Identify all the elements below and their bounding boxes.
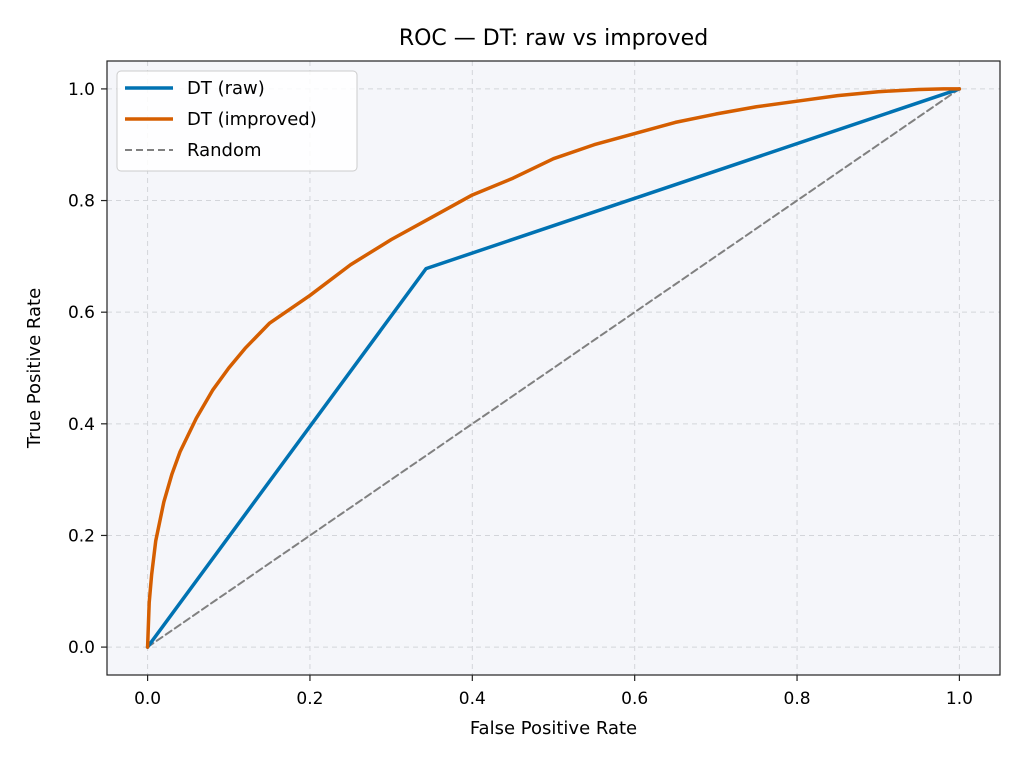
series-lines [145,87,962,649]
y-tick-label-2: 0.4 [68,415,95,435]
plot-frame [106,60,1001,676]
chart-title: ROC — DT: raw vs improved [399,26,708,51]
x-tick-label-0: 0.0 [134,689,161,709]
y-tick-label-1: 0.2 [68,526,95,546]
axis-ticks: 0.0 0.2 0.4 0.6 0.8 1.0 0.0 0.2 0.4 0.6 0.8 1.0 [68,80,973,709]
legend-label-0: DT (raw) [187,78,265,99]
x-tick-label-1: 0.2 [296,689,323,709]
y-tick-label-0: 0.0 [68,638,95,658]
y-tick-label-4: 0.8 [68,192,95,212]
x-axis-label: False Positive Rate [470,718,637,739]
series-line-1 [145,87,962,649]
x-tick-label-3: 0.6 [621,689,648,709]
x-tick-label-5: 1.0 [946,689,973,709]
series-line-0 [145,87,962,649]
legend-box [116,70,358,172]
y-tick-label-5: 1.0 [68,80,95,100]
x-tick-label-4: 0.8 [784,689,811,709]
series-line-2 [146,87,961,649]
legend-label-2: Random [187,140,262,161]
y-tick-label-3: 0.6 [68,303,95,323]
legend-label-1: DT (improved) [187,109,317,130]
legend: DT (raw) DT (improved) Random [116,70,358,172]
x-tick-label-2: 0.4 [459,689,486,709]
y-axis-label: True Positive Rate [24,288,45,449]
